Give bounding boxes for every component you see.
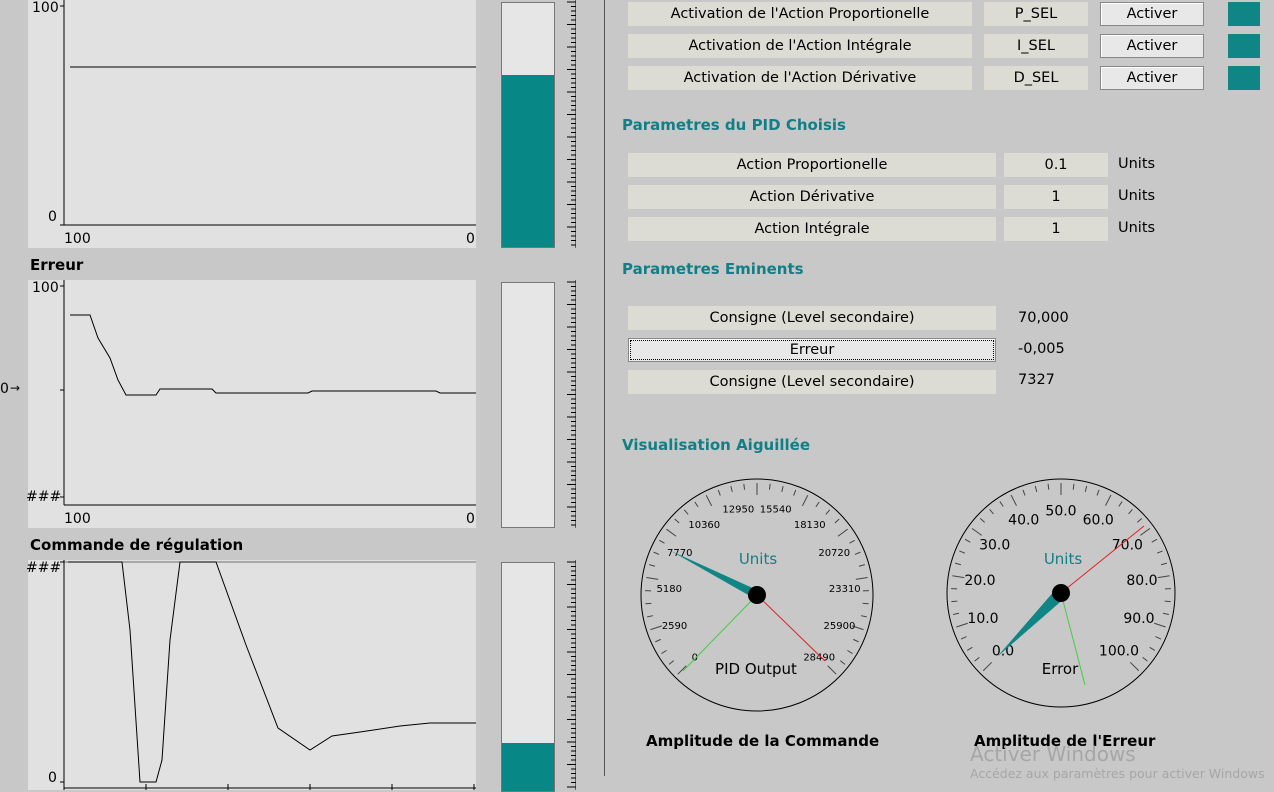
gauge-commande-tick-label: 28490 [803, 653, 835, 664]
pid-unit-derivative: Units [1118, 188, 1155, 204]
tank1 [501, 2, 555, 248]
gauge-erreur-tick-label: 100.0 [1099, 644, 1139, 660]
gauge-erreur-tick-label: 90.0 [1123, 611, 1154, 627]
chart3-title: Commande de régulation [30, 536, 243, 554]
gauge-commande-tick-label: 23310 [829, 584, 861, 595]
chart1-plot [60, 0, 476, 230]
pid-label-proportional: Action Proportionelle [628, 153, 996, 177]
eminent-value-erreur: -0,005 [1018, 341, 1065, 357]
eminents-section-title: Parametres Eminents [622, 260, 804, 278]
tank1-fill [502, 75, 554, 247]
activation-var-p: P_SEL [984, 2, 1088, 26]
eminent-value-consigne-2: 7327 [1018, 372, 1055, 388]
gauge-erreur-tick-label: 50.0 [1045, 504, 1076, 520]
eminent-label-consigne-2: Consigne (Level secondaire) [628, 370, 996, 394]
activation-var-i: I_SEL [984, 34, 1088, 58]
tank2 [501, 282, 555, 528]
gauge-erreur: 0.010.020.030.040.050.060.070.080.090.01… [942, 474, 1184, 716]
chart2-ymid-label: 0 [0, 381, 9, 397]
pid-value-integral[interactable]: 1 [1004, 217, 1108, 241]
panel-divider [604, 0, 605, 776]
gauge-erreur-tick-label: 40.0 [1008, 513, 1039, 529]
gauge-commande-tick-label: 5180 [656, 584, 681, 595]
gauge-commande-caption: Amplitude de la Commande [646, 732, 879, 750]
tank3-scale [562, 560, 576, 790]
chart2-plot [60, 280, 476, 510]
chart1-xleft-label: 100 [64, 231, 91, 247]
chart2-xright-label: 0 [466, 511, 475, 527]
activation-label-d: Activation de l'Action Dérivative [628, 66, 972, 90]
eminent-value-consigne: 70,000 [1018, 310, 1069, 326]
tank1-scale [562, 0, 576, 248]
activate-i-button[interactable]: Activer [1100, 34, 1204, 58]
chart1-ymax-label: 100 [32, 0, 59, 16]
chart2-title: Erreur [30, 256, 83, 274]
gauge-erreur-units: Units [1044, 550, 1083, 568]
chart2-ymin-label: ### [26, 489, 61, 505]
gauge-commande-tick-label: 2590 [662, 621, 687, 632]
activate-p-button[interactable]: Activer [1100, 2, 1204, 26]
pid-label-derivative: Action Dérivative [628, 185, 996, 209]
gauge-erreur-tick-label: 80.0 [1126, 573, 1157, 589]
gauge-commande-tick-label: 7770 [667, 548, 692, 559]
chart1-xright-label: 0 [466, 231, 475, 247]
gauge-erreur-hub [1052, 584, 1070, 602]
gauges-section-title: Visualisation Aiguillée [622, 436, 810, 454]
gauge-erreur-tick-label: 30.0 [979, 537, 1010, 553]
chart1-ymin-label: 0 [48, 209, 57, 225]
pid-value-derivative[interactable]: 1 [1004, 185, 1108, 209]
tank3-fill [502, 743, 554, 791]
chart3-ymax-label: ### [26, 560, 61, 576]
gauge-commande-tick-label: 10360 [688, 520, 720, 531]
pid-value-proportional[interactable]: 0.1 [1004, 153, 1108, 177]
gauge-erreur-name: Error [1042, 660, 1079, 678]
gauge-commande-tick-label: 12950 [722, 504, 754, 515]
chart2-xleft-label: 100 [64, 511, 91, 527]
gauge-erreur-tick-label: 20.0 [964, 573, 995, 589]
chart3-plot [60, 560, 476, 790]
p-status-led [1228, 2, 1260, 26]
i-status-led [1228, 34, 1260, 58]
chart2-series-line [70, 315, 476, 395]
gauge-commande-name: PID Output [715, 660, 797, 678]
chart2-ymax-label: 100 [32, 280, 59, 296]
activation-label-p: Activation de l'Action Proportionelle [628, 2, 972, 26]
activation-watermark-title: Activer Windows [970, 742, 1136, 766]
tank3 [501, 562, 555, 792]
activate-d-button[interactable]: Activer [1100, 66, 1204, 90]
pid-unit-integral: Units [1118, 220, 1155, 236]
gauge-commande-tick-label: 20720 [818, 548, 850, 559]
activation-label-i: Activation de l'Action Intégrale [628, 34, 972, 58]
chart2-title-band [28, 252, 476, 278]
gauge-commande-hub [748, 586, 766, 604]
gauge-commande-tick-label: 15540 [760, 504, 792, 515]
pid-section-title: Parametres du PID Choisis [622, 116, 846, 134]
tank2-scale [562, 280, 576, 528]
chart2-ymid-arrow-icon: → [10, 381, 20, 395]
erreur-button[interactable]: Erreur [628, 338, 996, 362]
gauge-commande-units: Units [739, 550, 778, 568]
gauge-erreur-tick-label: 60.0 [1083, 513, 1114, 529]
eminent-label-consigne: Consigne (Level secondaire) [628, 306, 996, 330]
gauge-commande-tick-label: 18130 [794, 520, 826, 531]
d-status-led [1228, 66, 1260, 90]
gauge-erreur-tick-label: 10.0 [967, 611, 998, 627]
pid-label-integral: Action Intégrale [628, 217, 996, 241]
pid-unit-proportional: Units [1118, 156, 1155, 172]
activation-watermark-text: Accédez aux paramètres pour activer Wind… [970, 766, 1265, 781]
chart3-series-line [68, 562, 476, 782]
gauge-commande-tick-label: 25900 [824, 621, 856, 632]
chart3-ymin-label: 0 [48, 770, 57, 786]
activation-var-d: D_SEL [984, 66, 1088, 90]
